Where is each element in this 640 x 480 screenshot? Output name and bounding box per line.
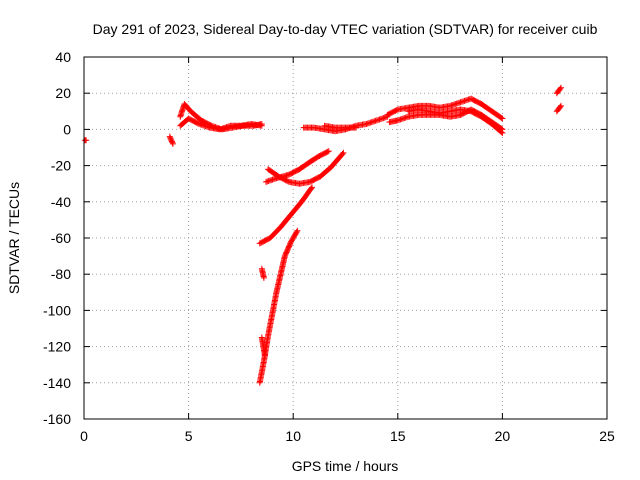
x-tick-label: 10 <box>285 428 301 444</box>
data-point <box>309 184 316 191</box>
data-point <box>261 352 268 359</box>
data-segment <box>405 106 506 137</box>
x-tick-label: 25 <box>599 428 615 444</box>
data-point <box>352 124 359 131</box>
x-tick-label: 15 <box>390 428 406 444</box>
y-tick-label: -80 <box>51 266 71 282</box>
series <box>82 84 564 386</box>
x-tick-label: 5 <box>185 428 193 444</box>
data-point <box>260 274 267 281</box>
x-tick-label: 20 <box>495 428 511 444</box>
data-segment <box>384 95 506 122</box>
data-point <box>498 114 505 121</box>
data-point <box>557 103 564 110</box>
x-tick-label: 0 <box>80 428 88 444</box>
y-axis-label: SDTVAR / TECUs <box>6 182 22 294</box>
y-tick-label: 20 <box>55 85 71 101</box>
data-point <box>169 140 176 147</box>
x-axis-label: GPS time / hours <box>292 458 399 474</box>
data-segment <box>553 84 564 97</box>
chart-title: Day 291 of 2023, Sidereal Day-to-day VTE… <box>93 21 598 37</box>
y-tick-label: 0 <box>63 121 71 137</box>
data-point <box>498 129 505 136</box>
data-segment <box>321 122 359 131</box>
data-point <box>294 227 301 234</box>
data-point <box>324 148 331 155</box>
data-segment <box>263 148 332 185</box>
data-point <box>557 85 564 92</box>
y-tick-label: -140 <box>43 375 71 391</box>
data-point <box>557 102 564 109</box>
y-tick-label: -160 <box>43 411 71 427</box>
y-tick-label: -20 <box>51 158 71 174</box>
axis-ticks <box>83 56 608 420</box>
data-point <box>308 185 315 192</box>
data-point <box>499 130 506 137</box>
data-segment <box>258 265 267 281</box>
data-point <box>169 139 176 146</box>
data-point <box>293 228 300 235</box>
data-segment <box>258 334 268 359</box>
data-segment <box>166 133 176 147</box>
data-segment <box>177 115 265 133</box>
data-point <box>325 148 332 155</box>
data-series <box>82 84 564 386</box>
y-tick-label: -100 <box>43 302 71 318</box>
data-segment <box>553 102 564 115</box>
data-point <box>339 150 346 157</box>
tick-labels: 0 5 10 15 20 25 40 20 0 -20 -40 -60 -80 -100 -120 -140 -… <box>43 49 615 444</box>
y-tick-label: -40 <box>51 194 71 210</box>
y-tick-label: -120 <box>43 339 71 355</box>
data-segment <box>82 137 90 144</box>
data-point <box>340 149 347 156</box>
data-point <box>499 115 506 122</box>
data-segment <box>256 184 316 247</box>
data-segment <box>256 227 301 386</box>
data-point <box>557 84 564 91</box>
y-tick-label: 40 <box>55 49 71 65</box>
y-tick-label: -60 <box>51 230 71 246</box>
data-point <box>258 122 265 129</box>
